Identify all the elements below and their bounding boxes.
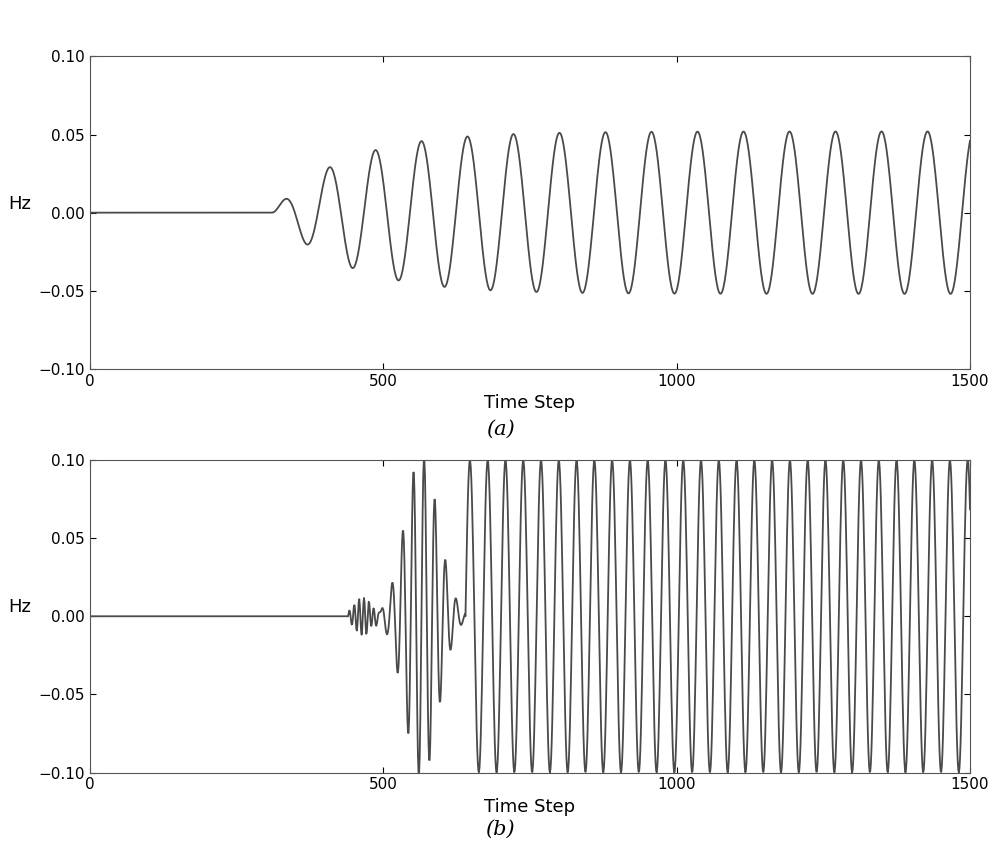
Text: (b): (b): [485, 819, 515, 838]
X-axis label: Time Step: Time Step: [484, 798, 576, 816]
X-axis label: Time Step: Time Step: [484, 394, 576, 412]
Y-axis label: Hz: Hz: [8, 598, 31, 616]
Y-axis label: Hz: Hz: [8, 194, 31, 213]
Text: (a): (a): [486, 420, 514, 439]
